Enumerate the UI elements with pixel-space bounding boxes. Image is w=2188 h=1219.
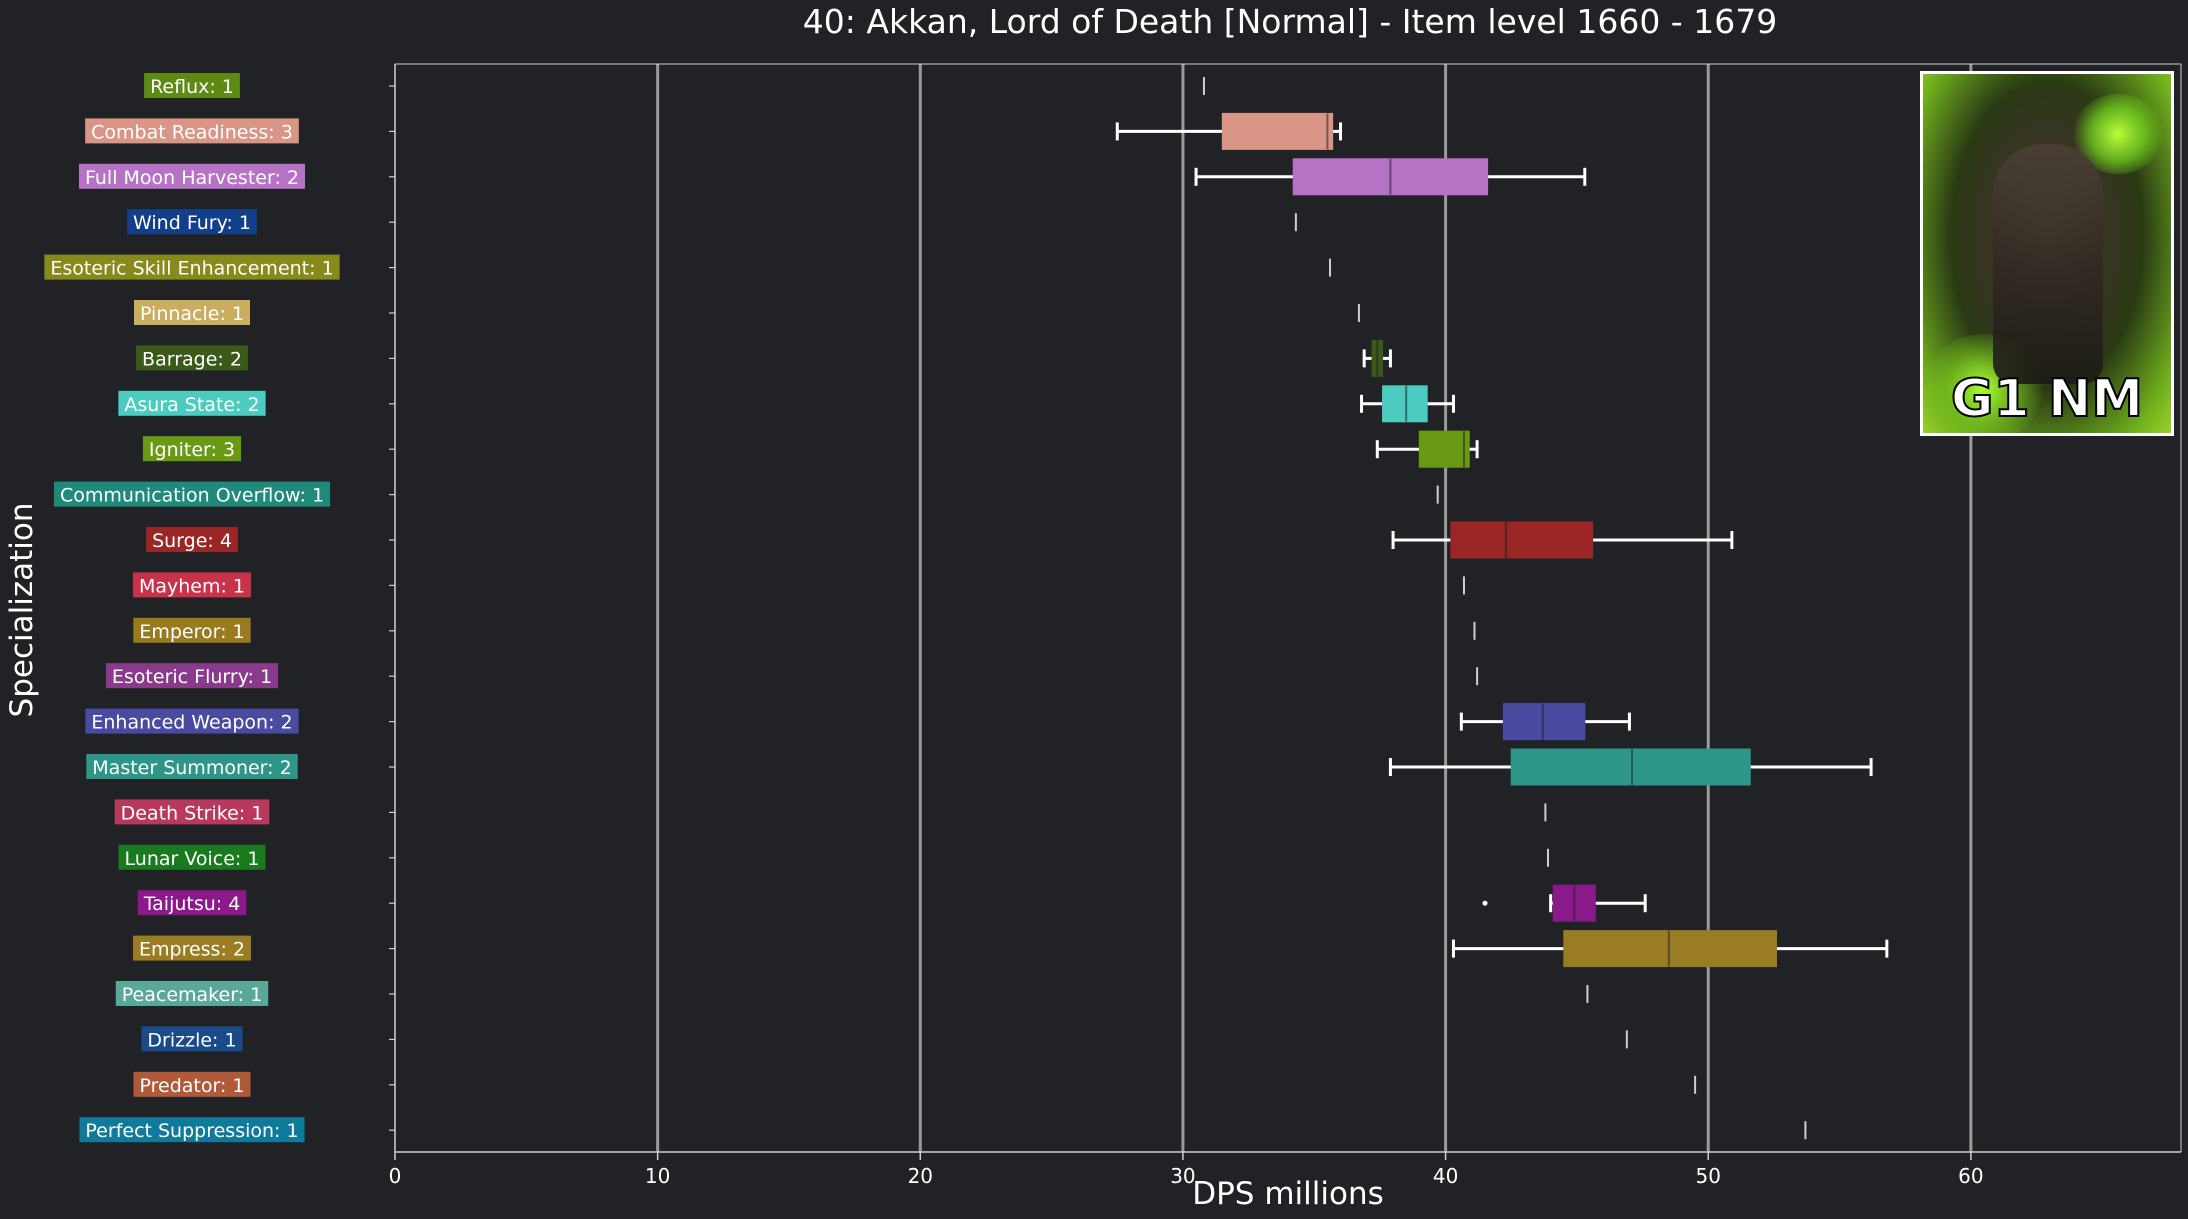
category-label-bg — [133, 935, 251, 961]
category-label: Communication Overflow: 1 — [60, 485, 324, 507]
x-tick-label: 40 — [1433, 1164, 1458, 1188]
category-label-bg — [142, 436, 242, 462]
box — [1510, 748, 1751, 786]
category-label-bg — [79, 1117, 305, 1143]
category-label: Death Strike: 1 — [121, 802, 264, 824]
box — [1382, 385, 1428, 423]
boss-thumbnail: G1 NM — [1920, 71, 2174, 436]
category-label-bg — [141, 1026, 243, 1052]
category-label-bg — [85, 118, 299, 144]
category-label: Master Summoner: 2 — [92, 757, 291, 779]
category-label-bg — [127, 209, 257, 235]
category-label-bg — [105, 663, 279, 689]
category-label-bg — [132, 572, 252, 598]
box — [1221, 112, 1334, 150]
category-label-bg — [115, 981, 269, 1006]
category-label-bg — [144, 73, 240, 98]
category-label: Lunar Voice: 1 — [125, 848, 260, 870]
category-label: Predator: 1 — [140, 1075, 245, 1097]
category-label-bg — [146, 527, 238, 552]
category-label-bg — [137, 890, 247, 916]
box — [1563, 930, 1778, 968]
x-tick-label: 50 — [1696, 1164, 1721, 1188]
category-label: Mayhem: 1 — [139, 575, 245, 597]
category-label: Reflux: 1 — [150, 76, 234, 98]
category-label: Igniter: 3 — [149, 439, 235, 461]
category-label: Combat Readiness: 3 — [91, 121, 293, 143]
boss-figure-image — [1993, 144, 2103, 384]
x-tick-label: 10 — [645, 1164, 670, 1188]
category-label-bg — [133, 1071, 251, 1097]
category-label: Pinnacle: 1 — [140, 303, 244, 325]
thumbnail-label: G1 NM — [1950, 368, 2144, 430]
category-label-bg — [44, 254, 340, 280]
x-axis-label: DPS millions — [1192, 1176, 1384, 1212]
category-label-bg — [79, 163, 305, 189]
x-tick-label: 60 — [1958, 1164, 1983, 1188]
category-label: Peacemaker: 1 — [122, 984, 262, 1006]
category-label: Surge: 4 — [152, 530, 232, 552]
category-label: Perfect Suppression: 1 — [85, 1120, 298, 1142]
category-label: Emperor: 1 — [139, 621, 244, 643]
category-label: Drizzle: 1 — [147, 1029, 236, 1051]
category-label: Barrage: 2 — [142, 348, 242, 370]
category-label: Empress: 2 — [139, 939, 245, 961]
category-label-bg — [85, 708, 299, 734]
category-label: Esoteric Skill Enhancement: 1 — [50, 258, 333, 280]
x-tick-label: 30 — [1170, 1164, 1195, 1188]
chart-title: 40: Akkan, Lord of Death [Normal] - Item… — [802, 2, 1778, 41]
category-label: Esoteric Flurry: 1 — [112, 666, 272, 688]
category-label-bg — [136, 345, 248, 371]
category-label: Full Moon Harvester: 2 — [85, 167, 299, 189]
category-label: Asura State: 2 — [124, 394, 259, 416]
category-label: Enhanced Weapon: 2 — [91, 712, 292, 734]
category-label: Taijutsu: 4 — [143, 893, 241, 915]
outlier-point — [1482, 900, 1488, 906]
category-label-bg — [133, 617, 251, 643]
category-label-bg — [118, 844, 266, 870]
box — [1450, 521, 1594, 559]
category-label: Wind Fury: 1 — [133, 212, 251, 234]
category-label-bg — [134, 300, 250, 325]
category-label-bg — [86, 754, 298, 779]
category-label-bg — [114, 799, 270, 825]
category-label-bg — [118, 390, 266, 416]
box — [1418, 430, 1470, 468]
x-tick-label: 0 — [389, 1164, 402, 1188]
box — [1502, 703, 1586, 741]
x-tick-label: 20 — [908, 1164, 933, 1188]
category-label-bg — [53, 481, 331, 507]
